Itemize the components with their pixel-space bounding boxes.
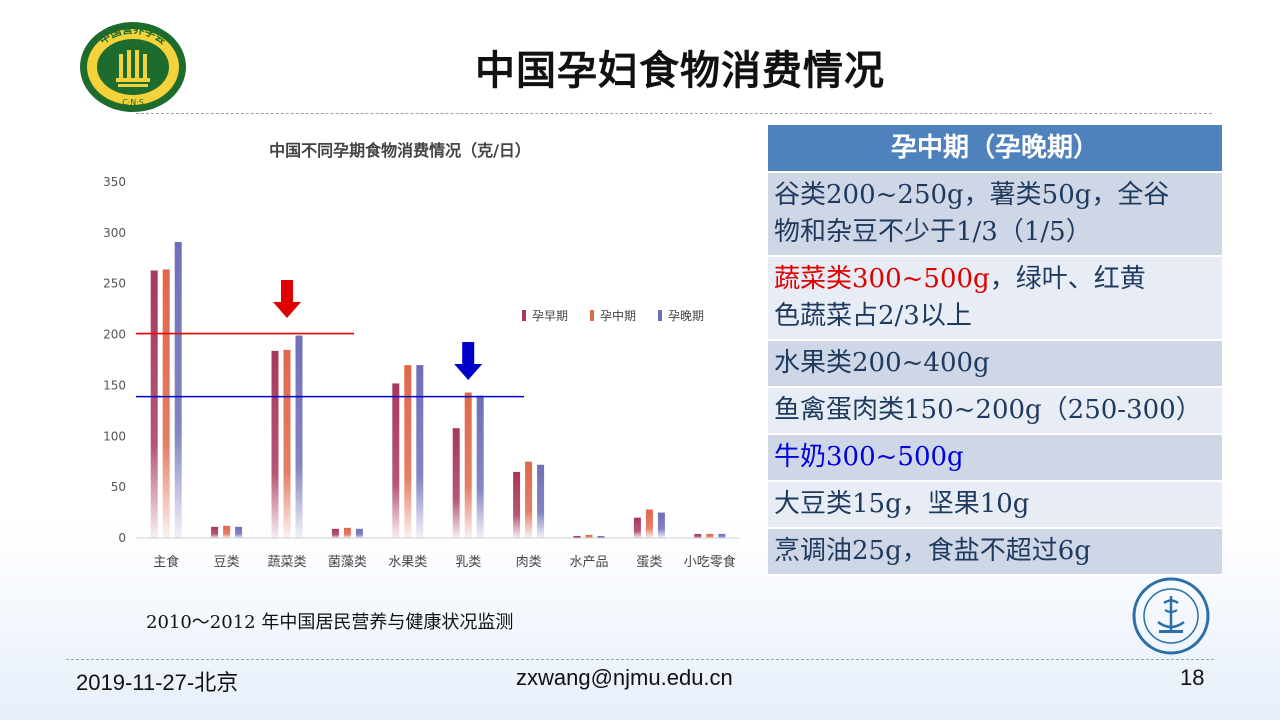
bar <box>694 533 702 538</box>
bar <box>355 528 363 538</box>
milk-highlight: 牛奶300~500g <box>774 442 964 472</box>
x-tick-label: 蛋类 <box>636 555 662 570</box>
bar <box>645 509 653 538</box>
y-tick-label: 0 <box>118 531 126 545</box>
bar <box>585 534 593 538</box>
table-row-soy: 大豆类15g，坚果10g <box>768 482 1222 529</box>
bar <box>537 464 545 538</box>
bar <box>283 349 291 538</box>
x-tick-label: 蔬菜类 <box>267 555 306 570</box>
down-arrow-icon <box>273 280 301 318</box>
y-tick-label: 50 <box>111 480 126 494</box>
x-tick-label: 菌藻类 <box>328 555 367 570</box>
bar <box>706 533 714 538</box>
bar <box>513 471 521 538</box>
bar <box>223 525 231 538</box>
bar <box>718 533 726 538</box>
table-row-vegetables: 蔬菜类300~500g，绿叶、红黄 色蔬菜占2/3以上 <box>768 257 1222 341</box>
legend-label: 孕中期 <box>600 308 636 323</box>
bar <box>331 528 339 538</box>
x-tick-label: 小吃零食 <box>684 554 736 570</box>
table-row-fruit: 水果类200~400g <box>768 341 1222 388</box>
y-tick-label: 350 <box>103 175 126 189</box>
bar <box>657 512 665 538</box>
x-tick-label: 肉类 <box>516 555 542 570</box>
vegetables-highlight: 蔬菜类300~500g <box>774 264 990 294</box>
legend-swatch <box>658 310 662 321</box>
x-tick-label: 主食 <box>153 554 179 570</box>
legend-label: 孕晚期 <box>668 309 704 323</box>
bar <box>404 365 412 538</box>
bar <box>597 535 605 538</box>
legend-swatch <box>590 310 594 321</box>
grains-line-2: 物和杂豆不少于1/3（1/5） <box>774 217 1092 247</box>
legend-label: 孕早期 <box>532 309 568 323</box>
y-tick-label: 300 <box>103 226 126 240</box>
bar <box>452 428 460 538</box>
cns-logo: 中国营养学会 C·N·S <box>80 22 186 112</box>
bar <box>416 365 424 538</box>
grains-line-1: 谷类200~250g，薯类50g，全谷 <box>774 180 1170 210</box>
bar <box>211 526 219 538</box>
footer-page-number: 18 <box>1180 665 1205 690</box>
bar <box>271 350 279 538</box>
bar <box>525 461 533 538</box>
footer-email: zxwang@njmu.edu.cn <box>516 665 733 690</box>
data-source: 2010～2012 年中国居民营养与健康状况监测 <box>146 612 514 633</box>
footer-separator <box>66 659 1214 660</box>
bar <box>573 535 581 538</box>
bar <box>343 527 351 538</box>
footer-date-location: 2019-11-27-北京 <box>76 670 239 695</box>
logo-left-sub: C·N·S <box>122 98 144 107</box>
title-separator <box>136 113 1212 114</box>
bar <box>174 242 182 539</box>
page-title: 中国孕妇食物消费情况 <box>475 48 885 94</box>
table-row-milk: 牛奶300~500g <box>768 435 1222 482</box>
bar <box>476 395 484 538</box>
y-tick-label: 150 <box>103 378 126 392</box>
bar <box>464 392 472 538</box>
recommendation-table: 孕中期（孕晚期） 谷类200~250g，薯类50g，全谷 物和杂豆不少于1/3（… <box>768 125 1222 576</box>
table-row-meat: 鱼禽蛋肉类150~200g（250-300） <box>768 388 1222 435</box>
vegetables-line-2: 色蔬菜占2/3以上 <box>774 301 972 331</box>
x-tick-label: 乳类 <box>455 555 481 570</box>
vegetables-line-1: 蔬菜类300~500g，绿叶、红黄 <box>774 261 1216 298</box>
chart-title: 中国不同孕期食物消费情况（克/日） <box>269 141 531 160</box>
x-tick-label: 水果类 <box>388 555 427 570</box>
x-tick-label: 水产品 <box>569 555 608 570</box>
x-tick-label: 豆类 <box>214 555 240 570</box>
down-arrow-icon <box>454 342 483 380</box>
y-tick-label: 250 <box>103 277 126 291</box>
bar <box>392 383 400 538</box>
table-row-oil: 烹调油25g，食盐不超过6g <box>768 529 1222 576</box>
y-tick-label: 200 <box>103 328 126 342</box>
bar <box>633 517 641 538</box>
bar <box>150 270 158 538</box>
table-header: 孕中期（孕晚期） <box>768 125 1222 173</box>
bar <box>162 269 170 538</box>
table-row-grains: 谷类200~250g，薯类50g，全谷 物和杂豆不少于1/3（1/5） <box>768 173 1222 257</box>
y-tick-label: 100 <box>103 429 126 443</box>
bar <box>235 526 243 538</box>
legend-swatch <box>522 310 526 321</box>
bar <box>295 335 303 538</box>
university-logo <box>1132 577 1210 655</box>
bar-chart: 中国不同孕期食物消费情况（克/日） 0 50 100 150 200 250 300 350 主食… <box>103 141 740 570</box>
vegetables-rest: ，绿叶、红黄 <box>989 264 1146 294</box>
